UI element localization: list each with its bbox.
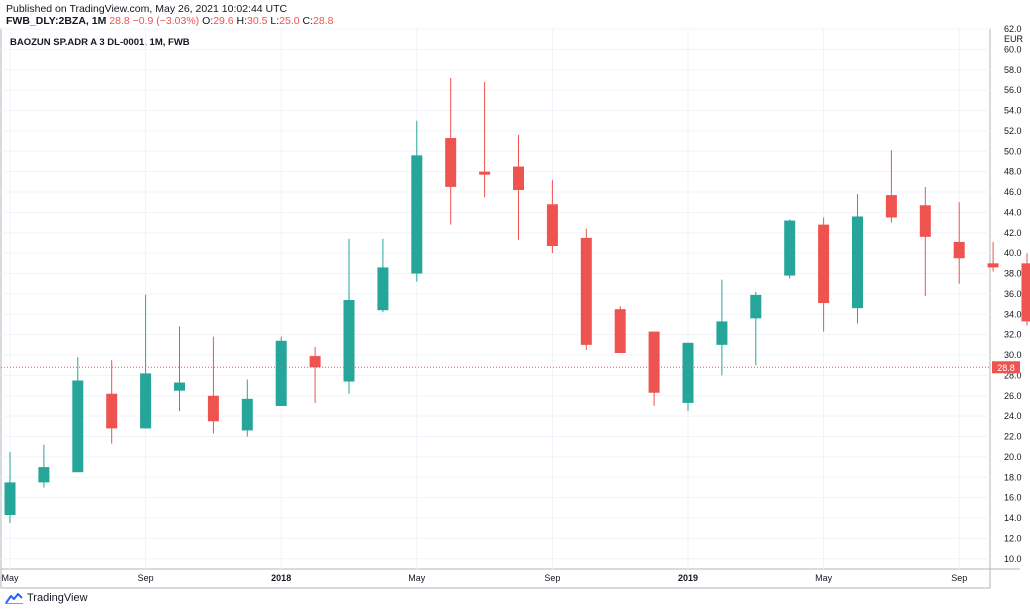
time-axis: MaySep2018MaySep2019MaySep2020MaySep2021…	[1, 573, 967, 583]
candle-body	[106, 393, 118, 429]
y-tick-label: 16.0	[1004, 493, 1022, 503]
candle-body	[241, 398, 253, 431]
symbol-ohlc-line: FWB_DLY:2BZA, 1M 28.8 −0.9 (−3.03%) O:29…	[6, 15, 333, 27]
y-tick-label: 42.0	[1004, 228, 1022, 238]
y-tick-label: 56.0	[1004, 85, 1022, 95]
candle-body	[919, 205, 931, 237]
price-axis: 10.0 12.0 14.0 16.0 18.0 20.0 22.0 24.0 26.0 28.0…	[1004, 24, 1022, 564]
y-tick-label: 10.0	[1004, 554, 1022, 564]
x-tick-label: Sep	[138, 573, 154, 583]
y-tick-label: 62.0	[1004, 24, 1022, 34]
tradingview-logo-icon	[5, 593, 23, 604]
y-tick-label: 38.0	[1004, 269, 1022, 279]
candle-body	[411, 155, 423, 274]
published-line: Published on TradingView.com, May 26, 20…	[6, 3, 288, 15]
open-label: O:	[202, 15, 214, 27]
candle-body	[987, 263, 999, 268]
chart-frame	[0, 28, 991, 589]
candle-body	[4, 482, 16, 515]
candle-body	[614, 309, 626, 353]
y-tick-label: 52.0	[1004, 126, 1022, 136]
last-price: 28.8	[109, 15, 130, 27]
candle-body	[1021, 263, 1030, 322]
candle-body	[479, 171, 491, 175]
x-tick-label: May	[408, 573, 426, 583]
candle-body	[682, 342, 694, 403]
candle-body	[174, 382, 185, 391]
y-tick-label: 18.0	[1004, 472, 1022, 482]
last-price-tag	[992, 361, 1020, 374]
x-tick-label: 2018	[271, 573, 291, 583]
low-label: L:	[270, 15, 280, 27]
y-tick-label: 12.0	[1004, 533, 1022, 543]
x-tick-label: Sep	[544, 573, 560, 583]
y-tick-label: 34.0	[1004, 309, 1022, 319]
y-tick-label: 58.0	[1004, 65, 1022, 75]
candle-body	[38, 467, 50, 483]
y-tick-label: 32.0	[1004, 330, 1022, 340]
y-tick-label: 14.0	[1004, 513, 1022, 523]
last-price-label: 28.8	[997, 363, 1015, 373]
x-tick-label: Sep	[951, 573, 967, 583]
close-label: C:	[302, 15, 314, 27]
y-tick-label: 54.0	[1004, 106, 1022, 116]
candle-body	[377, 267, 389, 311]
candles	[4, 77, 1030, 524]
candle-body	[275, 340, 287, 406]
x-tick-label: May	[1, 573, 19, 583]
footer-brand[interactable]: TradingView	[5, 592, 88, 604]
y-tick-label: 60.0	[1004, 44, 1022, 54]
low-value: 25.0	[279, 15, 300, 27]
candle-body	[343, 300, 355, 382]
x-tick-label: May	[815, 573, 833, 583]
close-value: 28.8	[313, 15, 334, 27]
y-tick-label: 44.0	[1004, 207, 1022, 217]
chart-title: BAOZUN SP.ADR A 3 DL-0001, 1M, FWB	[10, 37, 190, 48]
candle-body	[885, 195, 897, 218]
candle-body	[580, 237, 592, 345]
last-price-marker: 28.8	[1, 361, 1020, 374]
candle-body	[140, 373, 152, 429]
high-label: H:	[236, 15, 248, 27]
x-tick-label: 2019	[678, 573, 698, 583]
y-tick-label: 20.0	[1004, 452, 1022, 462]
y-tick-label: 22.0	[1004, 432, 1022, 442]
brand-label: TradingView	[27, 592, 88, 604]
candle-body	[784, 220, 796, 276]
candle-body	[513, 166, 524, 190]
symbol-label: FWB_DLY:2BZA, 1M	[6, 15, 107, 27]
candle-body	[716, 321, 728, 345]
candle-body	[309, 356, 321, 368]
candle-body	[546, 204, 558, 247]
y-tick-label: 36.0	[1004, 289, 1022, 299]
candle-body	[852, 216, 863, 309]
open-value: 29.6	[213, 15, 234, 27]
candle-body	[445, 138, 457, 187]
y-tick-label: 40.0	[1004, 248, 1022, 258]
y-tick-label: 28.0	[1004, 370, 1022, 380]
high-value: 30.5	[247, 15, 268, 27]
y-tick-label: 26.0	[1004, 391, 1022, 401]
candle-body	[648, 331, 660, 393]
y-tick-label: 46.0	[1004, 187, 1022, 197]
candle-body	[750, 294, 762, 319]
y-tick-label: 48.0	[1004, 167, 1022, 177]
currency-label: EUR	[1004, 34, 1024, 44]
change-value: −0.9 (−3.03%)	[132, 15, 200, 27]
candle-body	[72, 380, 84, 473]
y-tick-label: 50.0	[1004, 146, 1022, 156]
candle-body	[818, 224, 830, 304]
candle-body	[953, 241, 965, 259]
y-tick-label: 24.0	[1004, 411, 1022, 421]
y-tick-label: 30.0	[1004, 350, 1022, 360]
candle-body	[207, 395, 219, 422]
grid	[1, 28, 990, 569]
